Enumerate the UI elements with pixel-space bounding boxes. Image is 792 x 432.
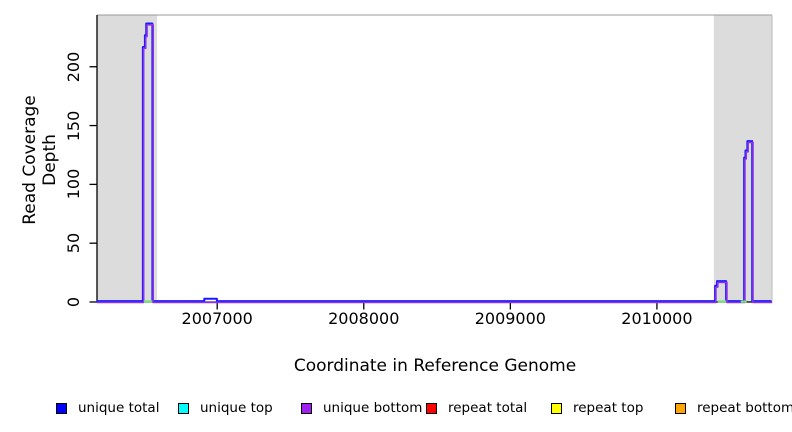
unique-top-swatch-icon bbox=[178, 402, 189, 414]
y-tick-label: 150 bbox=[64, 110, 83, 141]
repeat-bottom-swatch-icon bbox=[675, 402, 686, 414]
x-axis-title: Coordinate in Reference Genome bbox=[293, 356, 577, 376]
x-tick-label: 2009000 bbox=[474, 309, 546, 328]
legend-item-repeat-top: repeat top bbox=[551, 400, 643, 416]
y-tick-label: 0 bbox=[64, 296, 83, 308]
legend-item-unique-top: unique top bbox=[178, 400, 273, 416]
y-tick-label: 200 bbox=[64, 51, 83, 83]
legend-label: unique total bbox=[78, 400, 160, 416]
y-axis-title: Read Coverage Depth bbox=[20, 95, 60, 225]
x-tick-label: 2008000 bbox=[328, 309, 400, 328]
legend-label: repeat top bbox=[573, 400, 644, 416]
shaded-region-band bbox=[713, 15, 772, 302]
unique-bottom-swatch-icon bbox=[301, 402, 312, 414]
shaded-region-band bbox=[97, 15, 158, 302]
repeat-top-swatch-icon bbox=[551, 402, 562, 414]
x-tick-label: 2007000 bbox=[181, 309, 253, 328]
x-tick-label: 2010000 bbox=[621, 309, 693, 328]
y-tick-label: 50 bbox=[64, 233, 83, 254]
repeat-total-swatch-icon bbox=[426, 402, 437, 414]
legend-label: repeat total bbox=[448, 400, 528, 416]
plot-background bbox=[97, 15, 772, 302]
unique-total-swatch-icon bbox=[56, 402, 67, 414]
legend-item-unique-total: unique total bbox=[56, 400, 159, 416]
legend-label: unique top bbox=[200, 400, 273, 416]
series-unique-bottom-line bbox=[97, 24, 773, 304]
legend-item-repeat-total: repeat total bbox=[426, 400, 527, 416]
legend-label: repeat bottom bbox=[697, 400, 792, 416]
legend-label: unique bottom bbox=[323, 400, 423, 416]
legend-item-unique-bottom: unique bottom bbox=[301, 400, 422, 416]
y-tick-label: 100 bbox=[64, 169, 83, 200]
legend-item-repeat-bottom: repeat bottom bbox=[675, 400, 792, 416]
